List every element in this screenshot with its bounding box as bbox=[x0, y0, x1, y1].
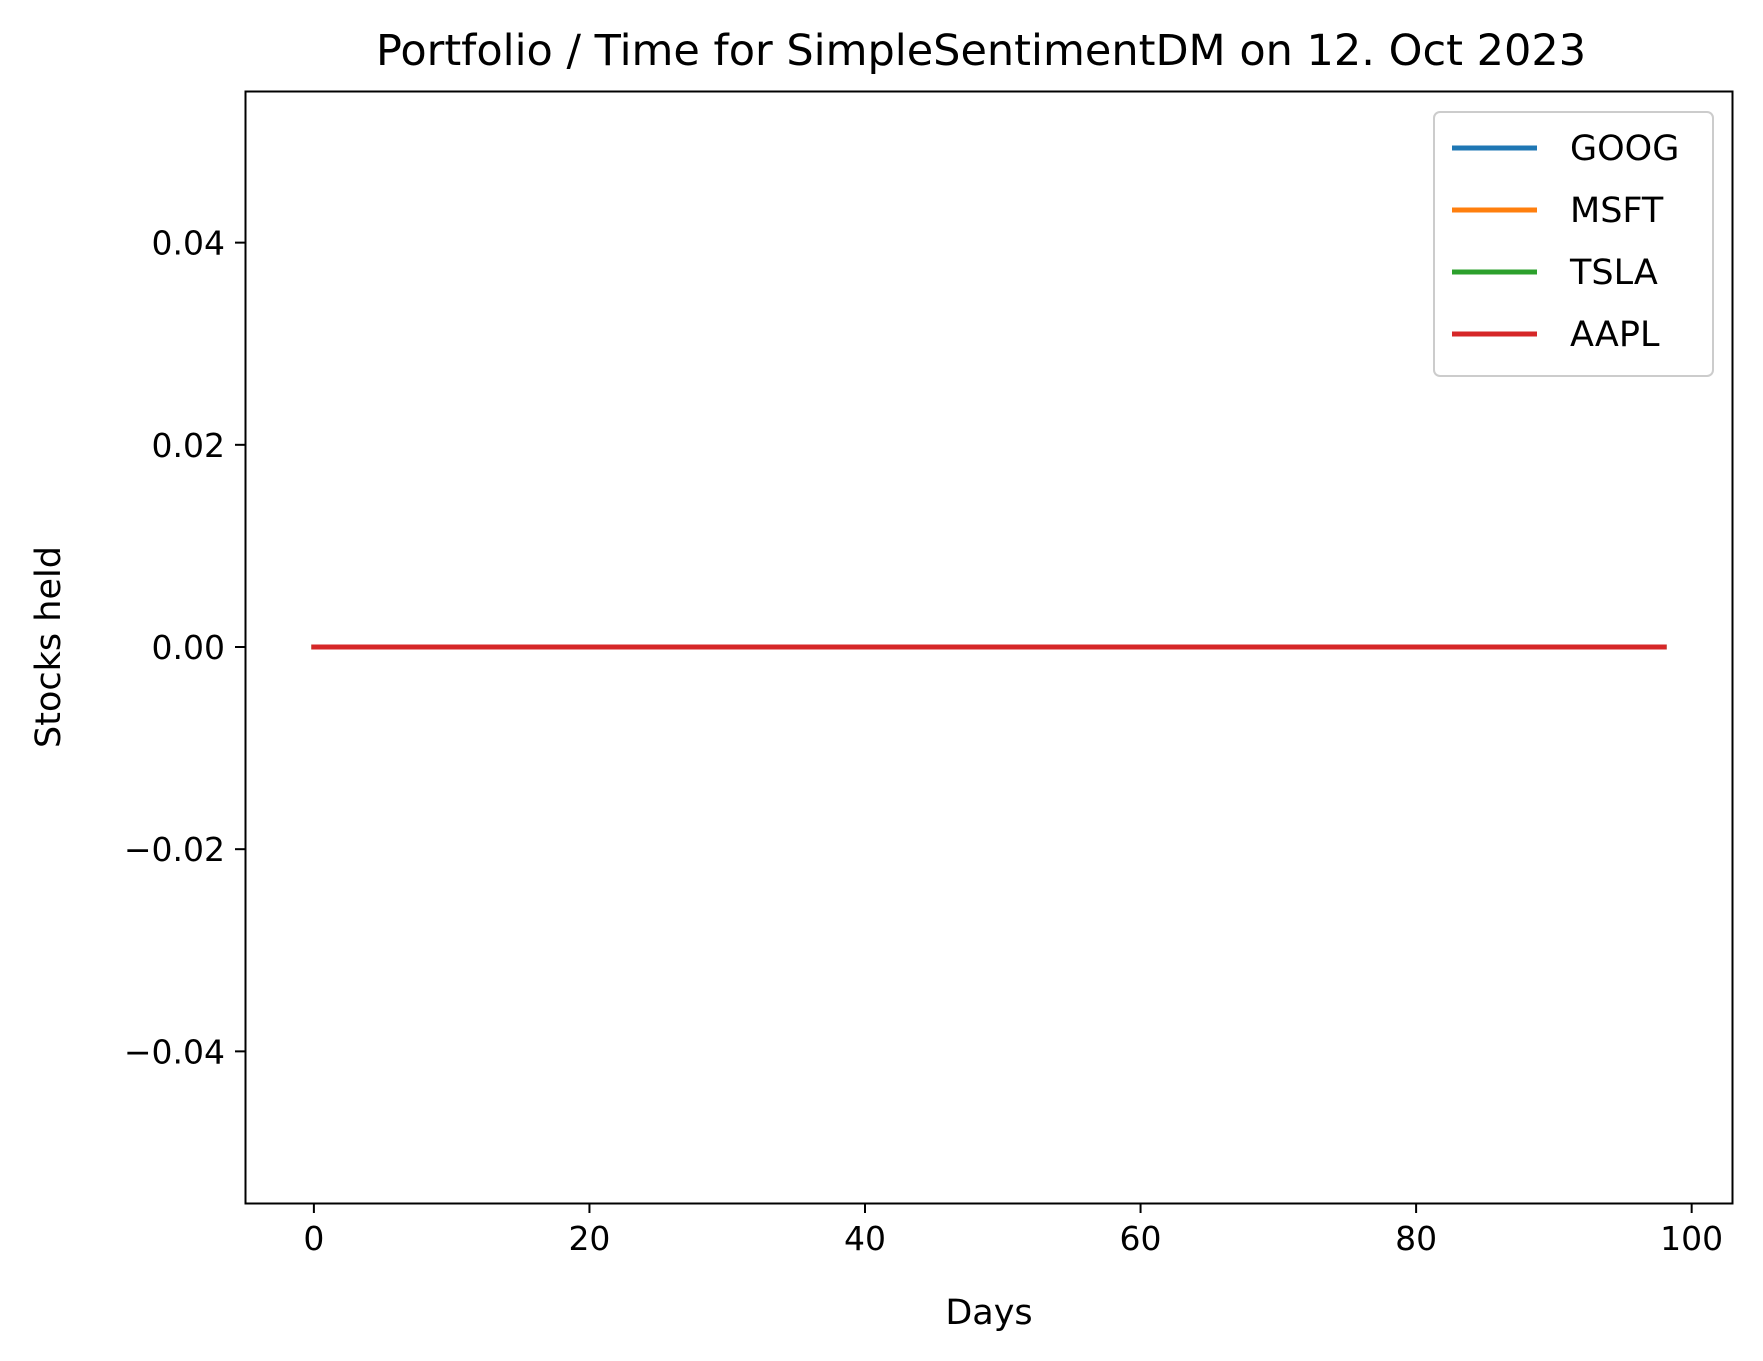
legend-frame bbox=[1433, 111, 1714, 377]
chart-title: Portfolio / Time for SimpleSentimentDM o… bbox=[376, 26, 1586, 76]
x-tick-label: 60 bbox=[1120, 1219, 1162, 1258]
y-tick-label: −0.02 bbox=[124, 830, 225, 869]
x-tick-label: 0 bbox=[303, 1219, 324, 1258]
x-tick-label: 80 bbox=[1395, 1219, 1437, 1258]
legend-label-aapl: AAPL bbox=[1570, 315, 1660, 355]
y-tick-label: 0.04 bbox=[152, 224, 225, 263]
legend: GOOG MSFT TSLA AAPL bbox=[1433, 111, 1714, 377]
y-tick-label: 0.02 bbox=[152, 426, 225, 465]
x-axis-ticks: 0 20 40 60 80 100 bbox=[303, 1203, 1723, 1258]
y-axis-label: Stocks held bbox=[29, 546, 69, 748]
x-tick-label: 20 bbox=[568, 1219, 610, 1258]
plot-area-frame bbox=[244, 90, 1734, 1205]
y-tick-label: −0.04 bbox=[124, 1032, 225, 1071]
x-tick-label: 40 bbox=[844, 1219, 886, 1258]
legend-label-goog: GOOG bbox=[1570, 129, 1679, 169]
y-axis-ticks: 0.04 0.02 0.00 −0.02 −0.04 bbox=[124, 224, 245, 1071]
legend-label-msft: MSFT bbox=[1570, 191, 1664, 231]
x-axis-label: Days bbox=[945, 1293, 1032, 1333]
legend-label-tsla: TSLA bbox=[1569, 253, 1658, 293]
x-tick-label: 100 bbox=[1660, 1219, 1723, 1258]
y-tick-label: 0.00 bbox=[152, 628, 225, 667]
